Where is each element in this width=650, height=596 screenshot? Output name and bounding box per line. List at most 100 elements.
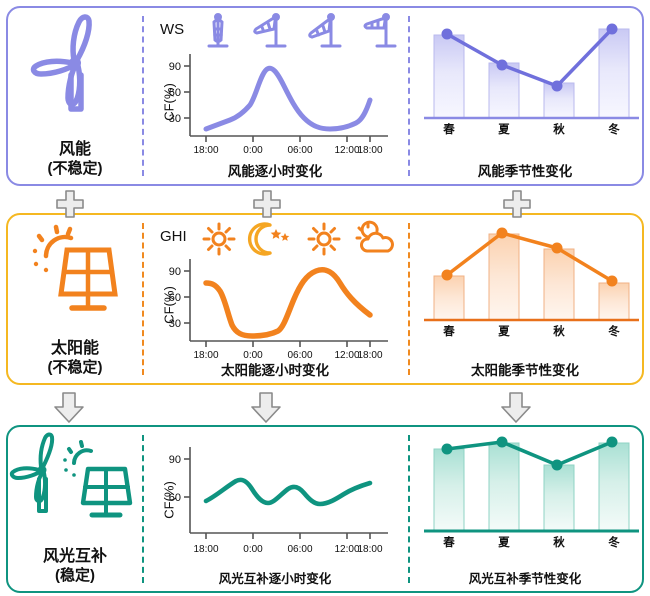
solar-seasonal-caption: 太阳能季节性变化 xyxy=(471,363,579,378)
hybrid-cat-3: 冬 xyxy=(608,535,620,549)
wind-trend-line xyxy=(445,27,614,88)
hybrid-cat-2: 秋 xyxy=(553,535,565,549)
solar-hourly-line xyxy=(203,267,373,339)
wind-xtick-4: 18:00 xyxy=(357,145,382,156)
wind-condition-strip: WS xyxy=(142,11,408,53)
solar-hourly-caption: 太阳能逐小时变化 xyxy=(221,363,329,378)
solar-xtick-3: 12:00 xyxy=(334,350,359,361)
windsock-calm-icon xyxy=(207,13,229,48)
solar-xtick-1: 0:00 xyxy=(243,350,263,361)
solar-ytick-30: 30 xyxy=(169,318,181,330)
panel-solar: 太阳能 (不稳定) GHI xyxy=(6,213,644,385)
windsock-light-icon xyxy=(363,13,397,48)
solar-cat-3: 冬 xyxy=(608,324,620,338)
wind-point-spring xyxy=(441,28,453,40)
solar-seasonal-chart: 春 夏 秋 冬 xyxy=(414,223,639,349)
ghi-tag: GHI xyxy=(160,228,187,245)
solar-label-line2: (不稳定) xyxy=(47,359,103,377)
wind-ytick-60: 60 xyxy=(169,87,181,99)
hybrid-seasonal-cell: 春 夏 秋 冬 风光互补季节性变化 xyxy=(408,427,642,591)
solar-bar-summer xyxy=(488,233,520,321)
wind-cat-2: 秋 xyxy=(553,122,565,136)
wind-seasonal-caption: 风能季节性变化 xyxy=(477,164,573,179)
solar-xtick-0: 18:00 xyxy=(193,350,218,361)
wind-ytick-30: 30 xyxy=(169,113,181,125)
hybrid-identity-cell: 风光互补 (稳定) xyxy=(8,427,142,591)
hybrid-point-winter xyxy=(606,436,618,448)
solar-seasonal-svg: 春 夏 秋 冬 xyxy=(424,227,639,338)
solar-bar-autumn xyxy=(543,248,575,321)
plus-connector-right xyxy=(503,190,531,218)
wind-hourly-ylabel: CF(%) xyxy=(161,83,177,121)
hybrid-seasonal-svg: 春 夏 秋 冬 xyxy=(424,436,639,549)
moon-stars-icon xyxy=(248,222,290,256)
solar-trend-line xyxy=(445,231,614,283)
panel-hybrid: 风光互补 (稳定) CF(%) xyxy=(6,425,644,593)
solar-ytick-90: 90 xyxy=(169,266,181,278)
hybrid-xtick-4: 18:00 xyxy=(357,544,382,555)
windsock-strong-icon xyxy=(253,13,287,48)
plus-connector-middle xyxy=(253,190,281,218)
wind-ytick-90: 90 xyxy=(169,61,181,73)
arrow-connector-middle xyxy=(250,392,281,423)
hybrid-bar-summer xyxy=(488,442,520,532)
arrow-connector-left xyxy=(53,392,84,423)
wind-hourly-caption: 风能逐小时变化 xyxy=(227,164,323,179)
wind-identity-cell: 风能 (不稳定) xyxy=(8,8,142,184)
solar-panel-icon xyxy=(8,219,142,316)
wind-xtick-1: 0:00 xyxy=(243,145,263,156)
sun-icon xyxy=(307,222,341,256)
solar-xtick-4: 18:00 xyxy=(357,350,382,361)
solar-condition-strip: GHI xyxy=(142,218,408,260)
hybrid-bar-spring xyxy=(433,448,465,532)
solar-cat-2: 秋 xyxy=(553,324,565,338)
panel-divider-left xyxy=(142,16,144,176)
wind-hourly-cell: WS xyxy=(142,8,408,184)
windsock-medium-icon xyxy=(308,13,342,48)
hybrid-xtick-3: 12:00 xyxy=(334,544,359,555)
wind-xtick-2: 06:00 xyxy=(287,145,312,156)
solar-cat-1: 夏 xyxy=(498,325,510,338)
panel-divider-right xyxy=(408,223,410,375)
wind-cat-3: 冬 xyxy=(608,122,620,136)
hybrid-hourly-svg: 90 60 18:00 0:00 06:00 12:00 18:00 xyxy=(169,447,388,555)
wind-hourly-svg: 90 60 30 18:00 0:00 06:00 12:00 18:00 xyxy=(169,54,388,156)
wind-label: 风能 (不稳定) xyxy=(8,141,142,178)
hybrid-xtick-0: 18:00 xyxy=(193,544,218,555)
solar-ytick-60: 60 xyxy=(169,292,181,304)
hybrid-seasonal-chart: 春 夏 秋 冬 xyxy=(414,433,639,557)
panel-divider-left xyxy=(142,223,144,375)
hybrid-hourly-ylabel: CF(%) xyxy=(161,481,177,519)
weather-glyph-row xyxy=(194,218,404,260)
wind-bar-spring xyxy=(433,34,465,119)
sun-icon xyxy=(202,222,236,256)
hybrid-hourly-line xyxy=(203,477,373,507)
solar-point-spring xyxy=(441,269,453,281)
wind-turbine-icon xyxy=(8,12,142,114)
solar-point-summer xyxy=(496,227,508,239)
solar-hourly-cell: GHI xyxy=(142,215,408,383)
solar-xtick-2: 06:00 xyxy=(287,350,312,361)
wind-hourly-line xyxy=(203,65,373,132)
hybrid-seasonal-caption: 风光互补季节性变化 xyxy=(468,572,582,586)
wind-solar-hybrid-icon xyxy=(8,431,142,526)
wind-point-winter xyxy=(606,23,618,35)
solar-bar-spring xyxy=(433,275,465,321)
wind-cat-0: 春 xyxy=(443,122,455,136)
hybrid-ytick-90: 90 xyxy=(169,454,181,466)
wind-cat-1: 夏 xyxy=(498,123,510,136)
windsock-glyph-row xyxy=(194,11,404,53)
hybrid-hourly-caption: 风光互补逐小时变化 xyxy=(218,572,332,586)
arrow-connector-right xyxy=(500,392,531,423)
wind-speed-tag: WS xyxy=(160,21,185,38)
wind-point-summer xyxy=(496,59,508,71)
hybrid-bar-autumn xyxy=(543,464,575,532)
panel-wind: 风能 (不稳定) WS xyxy=(6,6,644,186)
wind-point-autumn xyxy=(551,80,563,92)
hybrid-label-line2: (稳定) xyxy=(55,567,95,585)
panel-divider-right xyxy=(408,16,410,176)
hybrid-cat-1: 夏 xyxy=(498,536,510,549)
solar-hourly-ylabel: CF(%) xyxy=(161,286,177,324)
hybrid-trend-line xyxy=(445,440,614,467)
